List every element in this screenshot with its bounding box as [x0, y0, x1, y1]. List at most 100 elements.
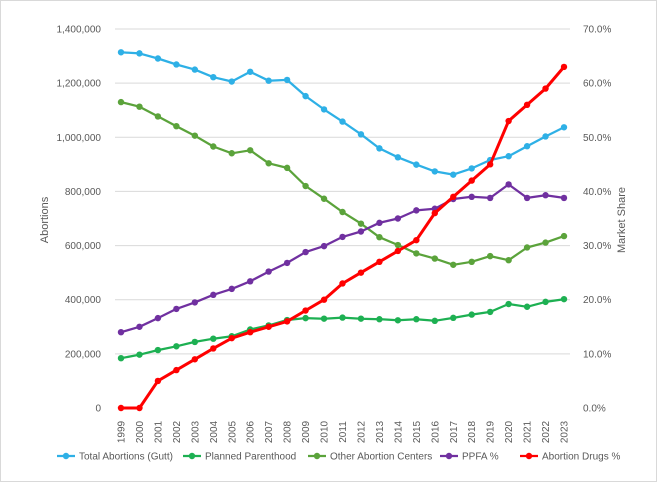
data-point	[265, 160, 272, 167]
data-point	[339, 280, 346, 287]
data-point	[210, 345, 217, 352]
data-point	[523, 194, 531, 202]
data-point	[302, 92, 309, 100]
data-point	[413, 316, 420, 323]
x-axis-tick-label: 2002	[172, 420, 183, 443]
data-point	[413, 161, 420, 168]
data-point	[320, 106, 328, 113]
legend-label: PPFA %	[462, 452, 499, 463]
x-axis-tick-label: 2015	[412, 420, 423, 443]
data-point	[320, 195, 328, 202]
data-point	[431, 255, 438, 262]
data-point	[136, 323, 143, 330]
data-point	[450, 261, 457, 268]
right-axis-tick-label: 70.0%	[583, 25, 611, 36]
left-axis-title: Abortions	[39, 196, 51, 243]
data-point	[283, 76, 291, 84]
data-point	[117, 354, 125, 362]
data-point	[265, 323, 272, 330]
data-point	[468, 193, 475, 201]
data-point	[191, 338, 199, 346]
data-point	[173, 343, 180, 350]
data-point	[320, 242, 328, 250]
right-axis-tick-label: 20.0%	[583, 295, 611, 306]
data-point	[505, 153, 512, 160]
data-point	[210, 143, 217, 150]
right-axis-tick-label: 30.0%	[583, 241, 611, 252]
gridlines	[115, 28, 570, 355]
right-axis-tick-label: 10.0%	[583, 349, 611, 360]
data-point	[468, 177, 475, 184]
data-point	[560, 295, 568, 303]
x-axis-tick-label: 2001	[153, 420, 164, 443]
data-point	[247, 329, 254, 336]
data-point	[339, 208, 346, 216]
data-point	[210, 291, 217, 299]
data-point	[523, 101, 531, 109]
data-point	[302, 248, 309, 256]
x-axis-tick-label: 2010	[320, 420, 331, 443]
data-point	[154, 113, 162, 120]
data-point	[154, 377, 162, 385]
data-point	[283, 259, 291, 267]
data-point	[173, 122, 180, 130]
data-point	[302, 307, 309, 314]
legend-label: Abortion Drugs %	[542, 452, 620, 463]
data-point	[394, 241, 402, 249]
data-point	[468, 258, 475, 266]
legend-label: Other Abortion Centers	[330, 452, 432, 463]
series-ppfa	[117, 181, 568, 336]
data-point	[394, 215, 402, 222]
x-axis-tick-label: 2012	[356, 420, 367, 443]
data-point	[302, 314, 309, 322]
left-axis-tick-label: 400,000	[65, 295, 102, 306]
right-axis-title: Market Share	[616, 187, 628, 253]
data-point	[154, 346, 162, 354]
x-axis-tick-label: 2013	[375, 420, 386, 443]
x-axis-tick-label: 2008	[283, 420, 294, 443]
left-axis-tick-label: 800,000	[65, 187, 102, 198]
data-point	[357, 228, 365, 235]
data-point	[394, 317, 402, 324]
data-point	[486, 161, 494, 168]
data-point	[486, 308, 494, 316]
x-axis-ticks: 1999 2000 2001 2002 2003 2004 2005 2006 2007 2008…	[117, 420, 571, 443]
x-axis-tick-label: 2022	[541, 420, 552, 443]
data-point	[560, 63, 568, 71]
x-axis-tick-label: 2000	[135, 420, 146, 443]
data-point	[265, 268, 272, 275]
right-axis-ticks: 0.0% 10.0% 20.0% 30.0% 40.0% 50.0% 60.0% 70.0%	[583, 25, 611, 415]
x-axis-tick-label: 2014	[393, 420, 404, 443]
data-point	[191, 132, 199, 139]
data-point	[560, 194, 568, 202]
data-point	[117, 49, 125, 56]
data-point	[505, 181, 512, 188]
series-abortion-drugs	[117, 63, 568, 412]
data-point	[376, 258, 383, 266]
data-point	[136, 50, 143, 57]
data-point	[486, 194, 494, 202]
data-point	[431, 168, 438, 175]
x-axis-tick-label: 2007	[264, 420, 275, 443]
x-axis-tick-label: 2005	[227, 420, 238, 443]
data-point	[560, 232, 568, 240]
data-point	[339, 118, 346, 125]
x-axis-tick-label: 2009	[301, 420, 312, 443]
data-point	[228, 285, 235, 293]
data-point	[560, 124, 568, 131]
data-point	[542, 192, 549, 199]
data-point	[228, 334, 235, 342]
x-axis-tick-label: 2023	[560, 420, 571, 443]
data-point	[376, 316, 383, 323]
data-point	[136, 351, 143, 358]
data-point	[136, 404, 143, 412]
data-point	[228, 150, 235, 157]
data-point	[247, 278, 254, 285]
data-point	[357, 220, 365, 227]
data-point	[191, 66, 199, 73]
data-point	[394, 154, 402, 161]
x-axis-tick-label: 2021	[523, 420, 534, 443]
data-point	[450, 193, 457, 201]
x-axis-tick-label: 2018	[467, 420, 478, 443]
